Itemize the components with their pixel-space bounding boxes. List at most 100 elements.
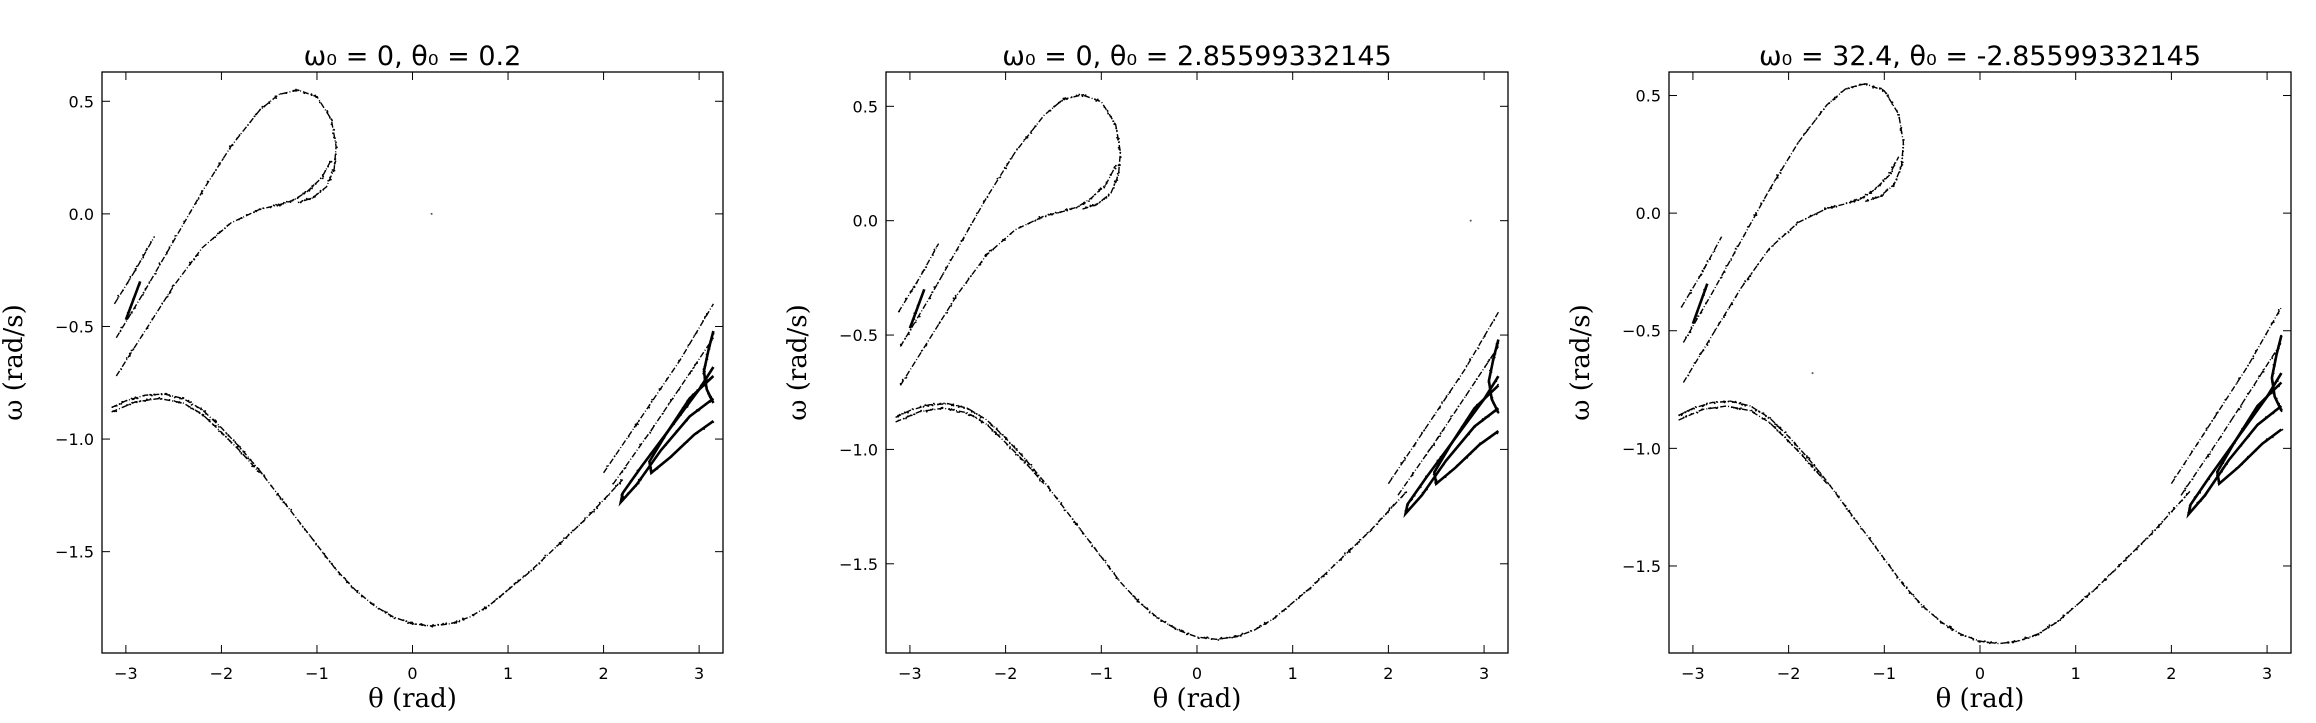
attractor-point <box>2185 485 2188 488</box>
attractor-point <box>1833 205 1836 207</box>
y-tick-label: 0.5 <box>1636 87 1661 106</box>
attractor-point <box>897 415 899 418</box>
attractor-point <box>2251 412 2254 414</box>
attractor-point <box>1064 97 1067 99</box>
attractor-point <box>1469 413 1471 416</box>
attractor-point <box>705 385 707 388</box>
attractor-point <box>942 273 944 276</box>
attractor-point <box>2249 454 2252 456</box>
attractor-point <box>1715 401 1718 403</box>
attractor-point <box>678 359 680 362</box>
attractor-point <box>704 425 707 428</box>
attractor-point <box>1231 636 1234 639</box>
attractor-point <box>1776 177 1779 179</box>
attractor-point <box>1217 639 1220 641</box>
attractor-point <box>212 237 214 240</box>
attractor-point <box>1722 400 1725 403</box>
attractor-point <box>370 602 372 605</box>
attractor-point <box>2271 436 2274 439</box>
attractor-point <box>1358 538 1361 541</box>
attractor-point <box>901 380 904 383</box>
attractor-point <box>1316 580 1319 583</box>
attractor-point <box>1900 160 1903 163</box>
attractor-point <box>1071 207 1073 210</box>
attractor-point <box>1496 376 1499 379</box>
attractor-point <box>2237 408 2240 410</box>
attractor-point <box>1079 528 1081 530</box>
attractor-point <box>314 94 317 97</box>
attractor-point <box>932 402 935 405</box>
attractor-point <box>709 345 712 347</box>
attractor-point <box>1914 597 1917 600</box>
attractor-point <box>707 378 709 381</box>
attractor-point <box>703 377 706 380</box>
attractor-point <box>1893 183 1895 186</box>
attractor-point <box>1078 93 1081 96</box>
attractor-point <box>691 435 694 437</box>
attractor-point <box>304 190 307 193</box>
attractor-point <box>189 263 192 266</box>
attractor-point <box>168 394 171 396</box>
attractor-point <box>1755 212 1757 214</box>
attractor-point <box>1487 381 1490 384</box>
attractor-point <box>929 297 932 300</box>
attractor-point <box>200 407 203 410</box>
attractor-point <box>965 282 968 284</box>
x-tick-label: 0 <box>1975 664 1985 683</box>
attractor-point <box>182 397 185 399</box>
attractor-point <box>151 318 154 320</box>
attractor-point <box>247 124 249 126</box>
attractor-point <box>1687 374 1690 377</box>
attractor-point <box>1040 216 1043 219</box>
attractor-point <box>899 343 902 346</box>
attractor-point <box>2271 369 2274 372</box>
attractor-point <box>1699 353 1701 356</box>
attractor-point <box>1899 167 1902 170</box>
y-tick-label: −1.0 <box>55 430 94 449</box>
attractor-point <box>1845 202 1848 204</box>
attractor-point <box>2267 437 2270 440</box>
attractor-point <box>1112 120 1114 122</box>
attractor-point <box>1426 486 1429 489</box>
attractor-point <box>1761 417 1764 420</box>
attractor-point <box>305 197 308 200</box>
attractor-point <box>1136 600 1139 603</box>
attractor-point <box>1491 398 1494 400</box>
attractor-point <box>595 506 598 509</box>
attractor-point <box>673 421 676 424</box>
attractor-point <box>388 614 391 616</box>
attractor-point <box>1078 205 1080 208</box>
attractor-point <box>663 437 666 439</box>
attractor-point <box>168 292 171 295</box>
attractor-point <box>707 401 710 404</box>
attractor-point <box>1030 463 1033 466</box>
attractor-point <box>262 207 264 210</box>
attractor-point <box>303 192 305 195</box>
attractor-point <box>2277 430 2280 433</box>
attractor-point <box>1705 403 1708 406</box>
attractor-point <box>1735 407 1737 410</box>
attractor-point <box>1444 476 1447 479</box>
attractor-point <box>146 247 148 250</box>
attractor-point <box>1725 265 1728 267</box>
attractor-point <box>956 248 959 251</box>
attractor-point <box>1108 567 1111 570</box>
attractor-point <box>684 419 687 422</box>
attractor-point <box>334 162 337 164</box>
attractor-point <box>2220 436 2223 438</box>
attractor-point <box>669 399 672 401</box>
attractor-point <box>1094 98 1096 100</box>
attractor-point <box>1221 637 1224 640</box>
attractor-point <box>285 92 288 95</box>
attractor-point <box>1734 400 1737 403</box>
attractor-point <box>1475 409 1477 412</box>
attractor-point <box>1869 537 1872 539</box>
attractor-point <box>1392 503 1395 506</box>
attractor-point <box>1157 617 1160 620</box>
attractor-point <box>1115 577 1118 580</box>
attractor-point <box>1438 480 1440 482</box>
attractor-point <box>146 327 149 330</box>
panel-2: −3 −2 −1 0 1 2 30.50.0−0.5−1.0−1.5ω₀ = 0, θ₀ =… <box>783 41 1509 714</box>
attractor-point <box>636 483 638 486</box>
attractor-point <box>2196 501 2199 504</box>
